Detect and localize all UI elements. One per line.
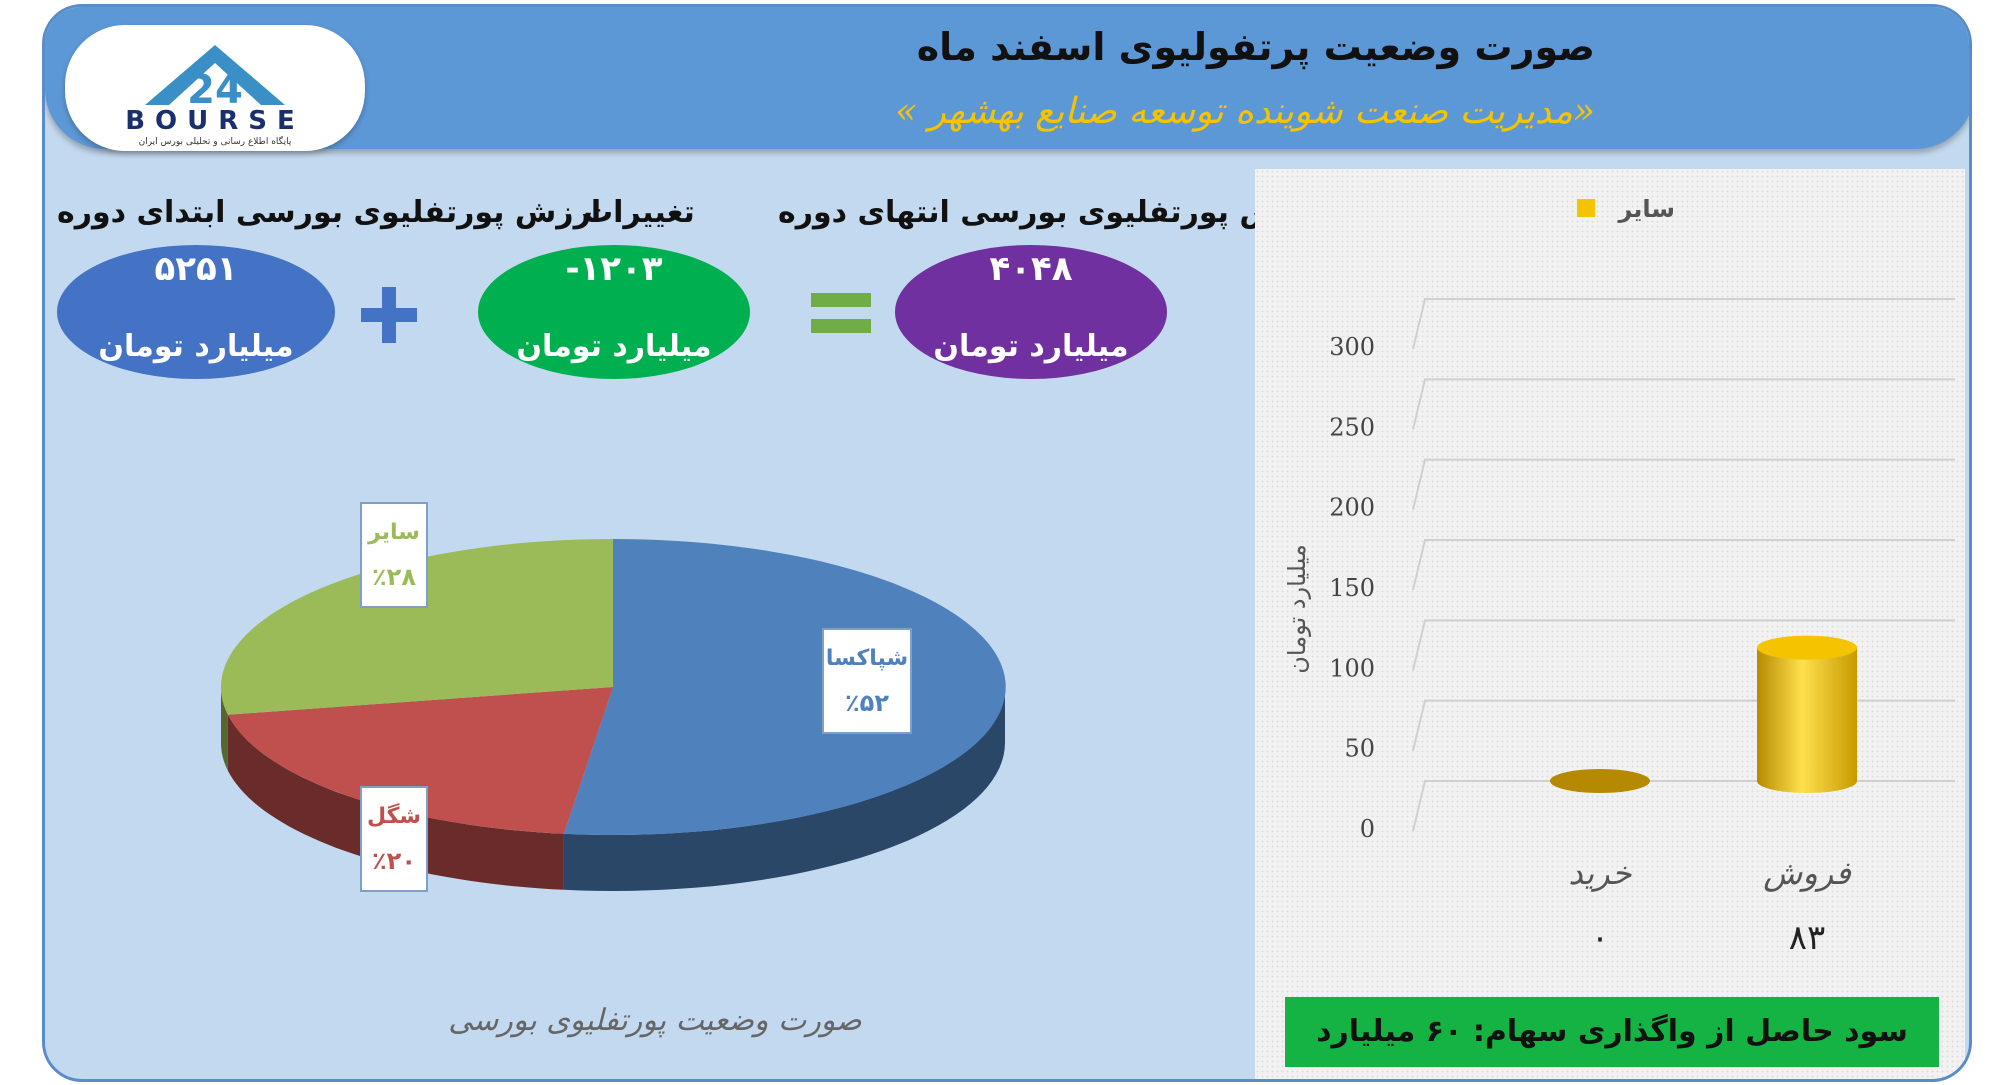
logo-text: BOURSE — [125, 106, 305, 136]
y-tick-6: 300 — [1329, 333, 1375, 361]
change-oval: -۱۲۰۳ میلیارد تومان — [478, 245, 750, 379]
pie-label-name-0: شپاکسا — [826, 646, 908, 671]
bar-1 — [1550, 769, 1650, 793]
pie-side-1 — [227, 714, 564, 890]
pie-label-box-2 — [360, 502, 428, 608]
svg-text:24: 24 — [187, 67, 243, 113]
y-tick-0: 0 — [1360, 815, 1375, 843]
pie-slice-0 — [563, 538, 1006, 835]
start-value-label: ارزش پورتفلیوی بورسی ابتدای دوره — [57, 195, 602, 230]
y-tick-4: 200 — [1329, 494, 1375, 522]
gridline-2 — [1412, 619, 1955, 671]
y-tick-2: 100 — [1329, 654, 1375, 682]
end-unit: میلیارد تومان — [933, 329, 1129, 364]
pie-side-0 — [563, 687, 1005, 891]
pie-label-name-1: شگل — [367, 802, 421, 829]
bar-top-0 — [1757, 635, 1857, 660]
equals-icon — [811, 293, 871, 333]
x-tick-0: فروش — [1763, 854, 1851, 892]
change-value: -۱۲۰۳ — [565, 249, 663, 289]
start-unit: میلیارد تومان — [98, 329, 294, 364]
pie-slice-1 — [227, 687, 613, 834]
gridline-6 — [1412, 298, 1955, 350]
change-unit: میلیارد تومان — [516, 329, 712, 364]
pie-label-pct-0: ٪۵۲ — [845, 689, 889, 717]
header-band: صورت وضعیت پرتفولیوی اسفند ماه «مدیریت ص… — [45, 7, 1969, 149]
bourse-logo: 24 BOURSE پایگاه اطلاع رسانی و تحلیلی بو… — [65, 25, 365, 151]
pie-chart-title: صورت وضعیت پورتفلیوی بورسی — [448, 1003, 862, 1038]
logo-tagline: پایگاه اطلاع رسانی و تحلیلی بورس ایران — [139, 135, 292, 147]
legend-label: سایر — [1617, 195, 1675, 223]
y-tick-3: 150 — [1329, 574, 1375, 602]
bar-chart-panel: سایر 0 50 100 150 200 250 300 میلیارد تومان فروش ۸… — [1255, 169, 1965, 1079]
end-value: ۴۰۴۸ — [989, 249, 1073, 289]
bar-value-0: ۸۳ — [1789, 918, 1826, 958]
legend-swatch — [1577, 199, 1595, 217]
y-tick-5: 250 — [1329, 413, 1375, 441]
gridline-5 — [1412, 378, 1955, 430]
change-label: تغییرات — [583, 195, 695, 230]
end-value-oval: ۴۰۴۸ میلیارد تومان — [895, 245, 1167, 379]
trade-bar-chart: سایر 0 50 100 150 200 250 300 میلیارد تومان فروش ۸… — [1283, 195, 1955, 958]
bar-0 — [1757, 647, 1857, 793]
profit-banner: سود حاصل از واگذاری سهام: ۶۰ میلیارد توم… — [1285, 997, 1939, 1067]
start-value-oval: ۵۲۵۱ میلیارد تومان — [57, 245, 335, 379]
pie-slice-2 — [220, 539, 614, 715]
pie-label-pct-2: ٪۲۸ — [372, 563, 416, 591]
page-title: صورت وضعیت پرتفولیوی اسفند ماه — [916, 25, 1595, 69]
gridline-1 — [1412, 699, 1955, 751]
pie-label-box-0 — [822, 628, 912, 734]
dashboard-frame: صورت وضعیت پرتفولیوی اسفند ماه «مدیریت ص… — [42, 4, 1972, 1082]
bar-value-1: ۰ — [1591, 918, 1609, 958]
page-subtitle: «مدیریت صنعت شوینده توسعه صنایع بهشهر » — [895, 91, 1595, 132]
portfolio-pie-chart: شپاکسا ٪۵۲ شگل ٪۲۰ سایر ٪۲۸ — [220, 502, 1006, 892]
gridline-0 — [1412, 780, 1955, 832]
start-value: ۵۲۵۱ — [154, 249, 238, 289]
gridline-3 — [1412, 539, 1955, 591]
y-tick-1: 50 — [1344, 735, 1375, 763]
y-axis-label: میلیارد تومان — [1283, 544, 1311, 673]
pie-label-pct-1: ٪۲۰ — [372, 847, 416, 875]
pie-label-box-1 — [360, 786, 428, 892]
end-value-label: ارزش پورتفلیوی بورسی انتهای دوره — [778, 195, 1326, 230]
pie-label-name-2: سایر — [367, 520, 420, 545]
plus-icon — [361, 287, 417, 343]
gridline-4 — [1412, 458, 1955, 510]
pie-side-2 — [221, 687, 228, 771]
x-tick-1: خرید — [1568, 854, 1631, 892]
